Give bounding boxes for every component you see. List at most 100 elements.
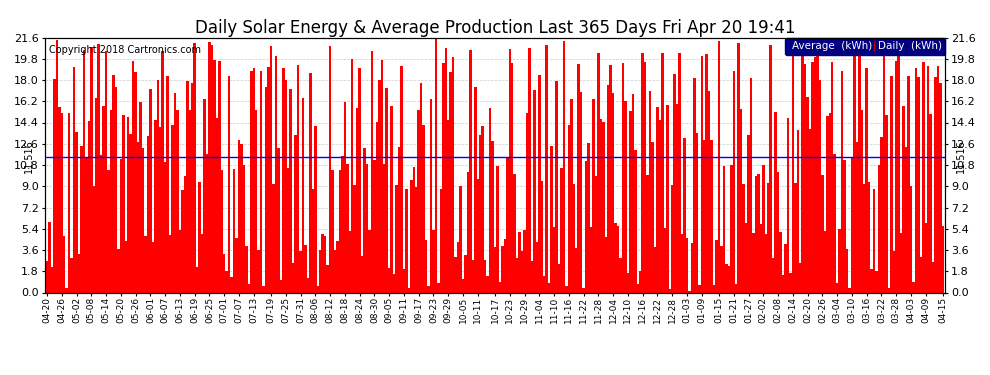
Bar (430, 99, 433, 292)
Bar (895, 62, 898, 292)
Legend: Average  (kWh), Daily  (kWh): Average (kWh), Daily (kWh) (784, 38, 945, 55)
Bar (686, 238, 688, 292)
Bar (363, 148, 365, 292)
Bar (567, 125, 570, 292)
Bar (55, 40, 58, 292)
Bar (509, 49, 511, 292)
Bar (708, 91, 711, 292)
Bar (90, 47, 92, 292)
Bar (292, 262, 294, 292)
Bar (526, 113, 529, 292)
Bar (738, 42, 740, 292)
Bar (476, 179, 479, 292)
Bar (241, 144, 243, 292)
Bar (226, 272, 228, 292)
Bar (110, 110, 112, 292)
Bar (545, 45, 547, 292)
Bar (179, 230, 181, 292)
Bar (211, 45, 213, 292)
Bar (511, 63, 514, 292)
Bar (433, 230, 435, 292)
Bar (46, 261, 49, 292)
Bar (471, 260, 474, 292)
Bar (186, 81, 188, 292)
Bar (789, 273, 792, 292)
Bar (499, 282, 501, 292)
Bar (496, 165, 499, 292)
Bar (625, 101, 627, 292)
Bar (53, 79, 55, 292)
Bar (617, 226, 620, 292)
Bar (868, 182, 870, 292)
Bar (658, 120, 661, 292)
Bar (154, 120, 156, 292)
Bar (543, 276, 545, 292)
Bar (415, 187, 418, 292)
Bar (845, 249, 848, 292)
Bar (797, 130, 799, 292)
Bar (297, 65, 299, 292)
Bar (683, 138, 686, 292)
Bar (607, 85, 610, 292)
Bar (342, 156, 344, 292)
Bar (58, 108, 60, 292)
Bar (698, 285, 701, 292)
Bar (922, 62, 925, 292)
Bar (850, 158, 853, 292)
Bar (191, 83, 193, 292)
Bar (637, 284, 639, 292)
Bar (834, 154, 836, 292)
Bar (735, 284, 738, 292)
Bar (539, 75, 541, 292)
Bar (252, 68, 255, 292)
Bar (97, 44, 100, 292)
Bar (557, 264, 560, 292)
Bar (799, 262, 802, 292)
Bar (282, 68, 284, 292)
Bar (853, 46, 855, 292)
Bar (449, 72, 451, 292)
Bar (312, 189, 314, 292)
Bar (317, 286, 319, 292)
Bar (521, 251, 524, 292)
Bar (580, 92, 582, 292)
Bar (203, 99, 206, 292)
Bar (534, 90, 536, 292)
Bar (807, 97, 809, 292)
Bar (454, 257, 456, 292)
Bar (284, 80, 287, 292)
Bar (848, 288, 850, 292)
Bar (501, 246, 504, 292)
Bar (531, 261, 534, 292)
Bar (257, 250, 260, 292)
Bar (824, 231, 826, 292)
Bar (408, 288, 410, 292)
Bar (494, 247, 496, 292)
Bar (201, 234, 203, 292)
Bar (356, 108, 358, 292)
Bar (905, 147, 907, 292)
Bar (75, 132, 78, 292)
Bar (547, 283, 550, 292)
Bar (885, 116, 888, 292)
Bar (304, 245, 307, 292)
Bar (809, 129, 811, 292)
Bar (267, 67, 269, 292)
Bar (486, 276, 489, 292)
Bar (302, 98, 304, 292)
Bar (221, 170, 223, 292)
Bar (754, 176, 757, 292)
Bar (272, 184, 274, 292)
Bar (213, 60, 216, 292)
Bar (474, 87, 476, 292)
Bar (865, 68, 868, 292)
Bar (676, 104, 678, 292)
Bar (602, 122, 605, 292)
Bar (651, 142, 653, 292)
Bar (174, 93, 176, 292)
Bar (836, 283, 839, 292)
Bar (198, 182, 201, 292)
Bar (597, 53, 600, 292)
Bar (327, 265, 329, 292)
Bar (716, 240, 718, 292)
